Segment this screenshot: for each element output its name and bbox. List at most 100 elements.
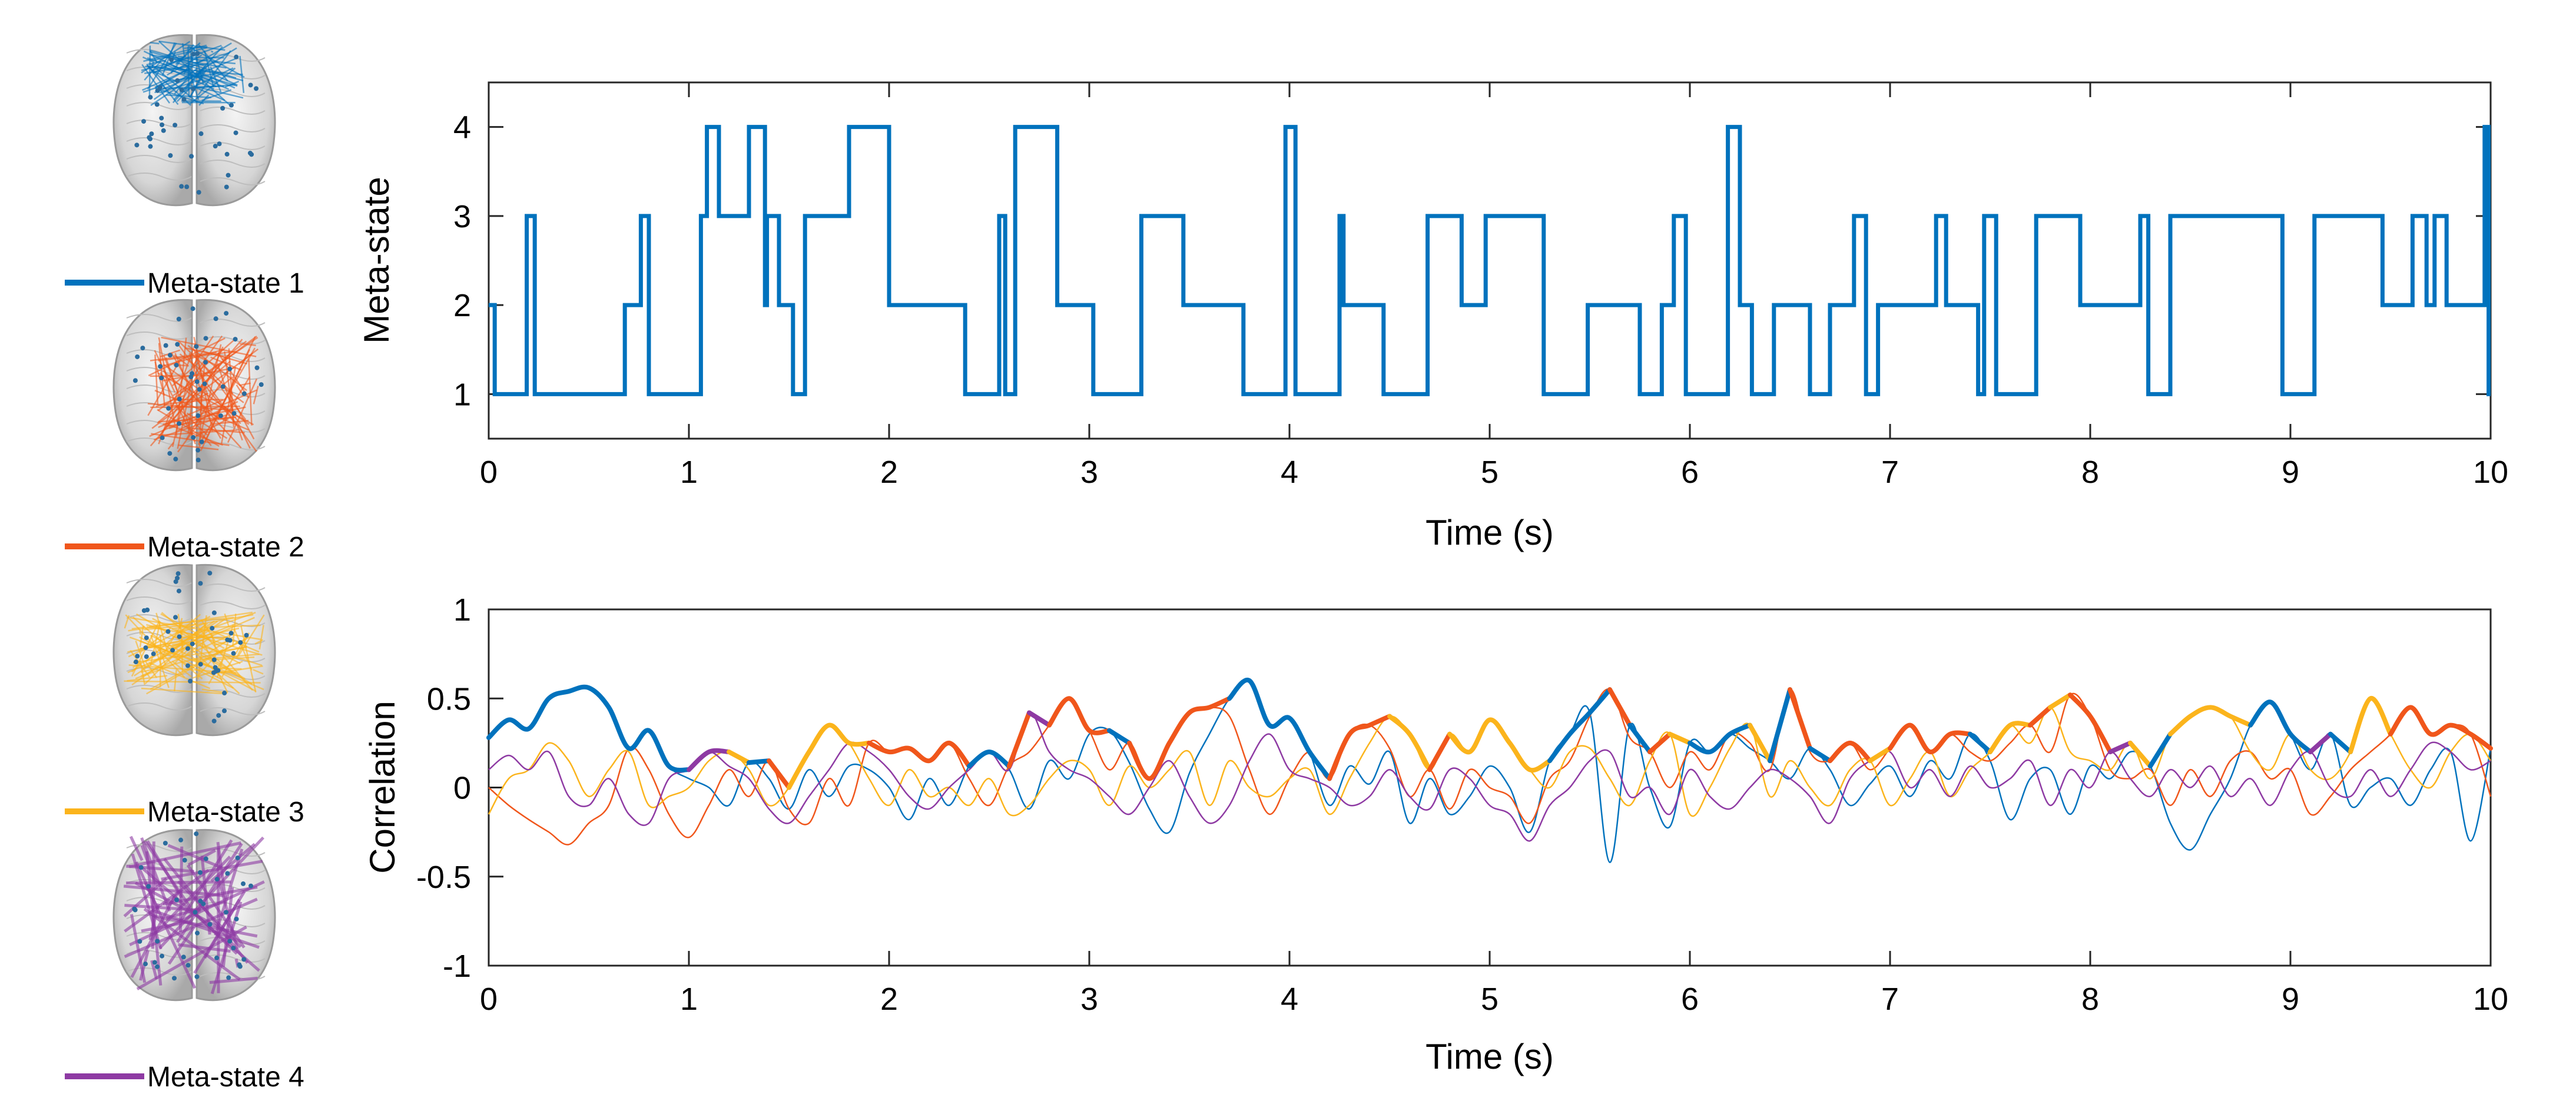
brain-node — [237, 964, 243, 969]
brain-node — [207, 571, 213, 576]
brain-node — [201, 901, 206, 907]
brain-gyrus — [200, 177, 266, 185]
brain-node — [176, 588, 181, 594]
bottom-x-tick-label: 5 — [1481, 982, 1498, 1017]
legend-label-1: Meta-state 1 — [147, 268, 304, 299]
dominant-segment — [1688, 722, 1752, 755]
top-x-tick-label: 3 — [1080, 455, 1098, 490]
brain-node — [159, 115, 164, 121]
brain-node — [191, 87, 196, 92]
brain-node — [149, 131, 154, 137]
brain-gyrus — [126, 331, 192, 340]
bottom-x-tick-label: 10 — [2473, 982, 2508, 1017]
brain-node — [213, 144, 218, 149]
brain-gyrus — [126, 614, 192, 622]
brain-node — [163, 840, 168, 846]
legend-entry-1: Meta-state 1 — [65, 268, 304, 299]
brain-connection-edge — [167, 442, 174, 450]
brain-node — [238, 640, 243, 645]
dominant-segment — [1387, 714, 1432, 773]
brain-node — [214, 955, 220, 960]
brain-node — [191, 435, 196, 440]
brain-node — [226, 173, 231, 178]
brain-node — [194, 831, 199, 837]
bottom-x-tick-label: 0 — [480, 982, 498, 1017]
brain-node — [152, 960, 157, 965]
brain-connection-edge — [248, 359, 253, 426]
brain-connection-edge — [217, 363, 235, 414]
brain-connection-edge — [162, 367, 237, 382]
brain-node — [190, 371, 195, 376]
dominant-segment — [1047, 696, 1112, 735]
brain-gyrus — [126, 173, 192, 181]
brain-right-hemisphere — [195, 563, 276, 737]
brain-connection-edge — [167, 926, 195, 965]
brain-connection-edge — [211, 50, 214, 53]
brain-node — [137, 939, 142, 944]
brain-node — [194, 344, 199, 349]
bottom-x-tick-label: 8 — [2081, 982, 2099, 1017]
brain-node — [254, 86, 259, 91]
brain-node — [173, 579, 178, 584]
brain-node — [195, 457, 201, 463]
brain-node — [213, 316, 218, 321]
brain-node — [173, 122, 178, 128]
brain-connection-edge — [163, 399, 208, 405]
dominant-segment — [1007, 710, 1032, 769]
brain-node — [167, 451, 173, 456]
brain-node — [231, 411, 237, 416]
brain-connection-edge — [150, 42, 160, 45]
brain-node — [175, 571, 181, 576]
brain-node — [203, 360, 208, 365]
dominant-segment — [687, 748, 731, 773]
brain-node — [195, 413, 201, 419]
brain-connection-edge — [155, 612, 168, 652]
brain-connection-edge — [152, 45, 222, 72]
legend-entry-3: Meta-state 3 — [65, 797, 304, 828]
brain-node — [170, 648, 175, 653]
brain-gyrus — [200, 160, 266, 168]
brain-connection-edge — [181, 67, 234, 94]
brain-node — [165, 629, 171, 634]
brain-connection-edge — [140, 837, 171, 912]
top-y-label: Meta-state — [357, 177, 396, 343]
brain-node — [190, 306, 195, 311]
bottom-x-tick-label: 3 — [1080, 982, 1098, 1017]
brain-node — [224, 151, 230, 157]
brain-connection-edge — [161, 612, 233, 673]
brain-connection-edge — [159, 634, 162, 688]
brain-connection-edge — [172, 639, 204, 646]
brain-node — [254, 365, 260, 370]
brain-connection-edge — [173, 65, 238, 87]
brain-connection-edge — [150, 47, 207, 62]
dominant-segment — [787, 722, 871, 790]
brain-connection-edge — [150, 960, 158, 980]
brain-node — [225, 871, 230, 876]
brain-node — [182, 857, 187, 863]
dominant-segment — [1968, 731, 1992, 754]
brain-connection-edge — [146, 840, 183, 899]
bottom-y-tick-label: -1 — [443, 949, 471, 984]
brain-connection-edge — [150, 69, 178, 83]
dominant-segment — [1988, 721, 2033, 754]
brain-node — [258, 382, 264, 387]
brain-node — [135, 654, 140, 659]
brain-left-hemisphere — [112, 563, 193, 737]
brain-gyrus — [200, 884, 266, 892]
brain-connection-edge — [177, 420, 201, 453]
brain-node — [203, 856, 208, 861]
brain-node — [161, 128, 166, 133]
brain-connection-edge — [171, 661, 192, 678]
brain-node — [227, 366, 233, 372]
brain-connection-edge — [152, 618, 241, 664]
brain-node — [177, 421, 182, 426]
bottom-y-tick-label: 0.5 — [427, 681, 471, 717]
bottom-x-tick-label: 2 — [880, 982, 898, 1017]
brain-connection-edge — [253, 386, 259, 405]
brain-node — [189, 154, 194, 159]
brain-node — [144, 654, 149, 659]
brain-connection-edge — [147, 42, 177, 90]
bottom-y-ticks: -1 -0.5 0 0.5 1 — [416, 592, 503, 984]
brain-node — [177, 396, 182, 402]
dominant-segment — [967, 749, 1012, 769]
